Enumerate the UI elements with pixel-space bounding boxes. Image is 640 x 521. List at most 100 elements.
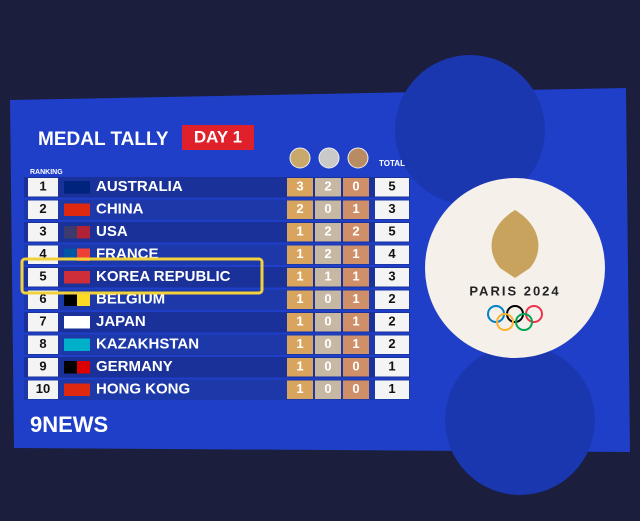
medal-cell	[287, 223, 313, 242]
logo-flame	[491, 210, 539, 278]
row-band	[24, 177, 410, 198]
rank: 8	[39, 336, 46, 351]
country: GERMANY	[96, 358, 173, 375]
medal-cell	[315, 313, 341, 332]
rank: 3	[39, 224, 46, 239]
medal-count: 1	[296, 336, 303, 351]
medal-cell	[375, 290, 409, 309]
medal-count: 1	[352, 291, 359, 306]
medal-count: 0	[324, 314, 331, 329]
broadcaster: 9NEWS	[30, 412, 108, 437]
flag	[77, 383, 90, 396]
medal-cell	[343, 178, 369, 197]
row-band	[24, 312, 410, 333]
total-label: TOTAL	[379, 159, 405, 168]
total: 5	[388, 179, 395, 194]
medal-count: 0	[324, 359, 331, 374]
country: KAZAKHSTAN	[96, 336, 199, 353]
flag	[77, 361, 90, 374]
medal-cell	[287, 245, 313, 264]
medal-cell	[287, 313, 313, 332]
medal-count: 0	[352, 381, 359, 396]
medal-cell	[343, 380, 369, 399]
country: KOREA REPUBLIC	[96, 268, 231, 285]
medal-cell	[343, 245, 369, 264]
medal-cell	[287, 358, 313, 377]
country: USA	[96, 223, 128, 240]
medal-cell	[375, 380, 409, 399]
medal-cell	[375, 268, 409, 287]
medal-cell	[315, 335, 341, 354]
rank-label: RANKING	[30, 169, 63, 176]
medal-count: 0	[324, 336, 331, 351]
rank: 5	[39, 269, 46, 284]
medal-count: 1	[352, 336, 359, 351]
row-band	[24, 334, 410, 355]
rank-cell	[28, 380, 58, 399]
medal-cell	[375, 358, 409, 377]
medal-cell	[287, 335, 313, 354]
rank: 1	[39, 179, 46, 194]
medal-count: 1	[352, 314, 359, 329]
medal-count: 3	[296, 179, 303, 194]
medal-cell	[375, 200, 409, 219]
total: 1	[388, 381, 395, 396]
country: BELGIUM	[96, 291, 165, 308]
medal-cell	[375, 245, 409, 264]
rank-cell	[28, 290, 58, 309]
rank-cell	[28, 200, 58, 219]
rank-cell	[28, 358, 58, 377]
medal-count: 2	[324, 246, 331, 261]
highlight	[20, 257, 264, 295]
medal-count: 2	[352, 224, 359, 239]
medal-count: 0	[324, 201, 331, 216]
medal-count: 1	[352, 201, 359, 216]
medal-cell	[343, 290, 369, 309]
total: 1	[388, 359, 395, 374]
total: 2	[388, 336, 395, 351]
row-band	[24, 199, 410, 220]
medal-cell	[375, 313, 409, 332]
flag	[77, 181, 90, 194]
flag	[77, 203, 90, 216]
country: JAPAN	[96, 313, 146, 330]
day: DAY 1	[194, 127, 242, 146]
total: 2	[388, 291, 395, 306]
flag	[77, 293, 90, 306]
row-band	[24, 289, 410, 310]
medal-cell	[343, 268, 369, 287]
medal-cell	[343, 200, 369, 219]
medal-cell	[343, 223, 369, 242]
medal-cell	[315, 200, 341, 219]
row-band	[24, 357, 410, 378]
medal-count: 2	[296, 201, 303, 216]
medal-count: 1	[296, 246, 303, 261]
rank-cell	[28, 268, 58, 287]
total: 2	[388, 314, 395, 329]
country: AUSTRALIA	[96, 178, 183, 195]
panel-shape	[445, 345, 595, 495]
total: 3	[388, 269, 395, 284]
rank-cell	[28, 335, 58, 354]
medal-cell	[315, 358, 341, 377]
medal-count: 1	[296, 269, 303, 284]
medal-cell	[287, 268, 313, 287]
medal-cell	[287, 290, 313, 309]
medal-count: 1	[352, 269, 359, 284]
total: 5	[388, 224, 395, 239]
rank-cell	[28, 223, 58, 242]
table: 1 AUSTRALIA 3 2 0 52 CHINA 2 0 1 33 USA 1 2 2 54 FRANCE 1…	[24, 177, 410, 400]
medal-cell	[375, 223, 409, 242]
flag	[77, 226, 90, 239]
medal-count: 1	[296, 359, 303, 374]
medal-count: 1	[352, 246, 359, 261]
total: 4	[388, 246, 396, 261]
medal-cell	[315, 178, 341, 197]
flag	[77, 338, 90, 351]
gold-medal-icon	[289, 147, 311, 169]
row-band	[24, 222, 410, 243]
medal-count: 1	[324, 269, 331, 284]
silver-medal-icon	[318, 147, 340, 169]
